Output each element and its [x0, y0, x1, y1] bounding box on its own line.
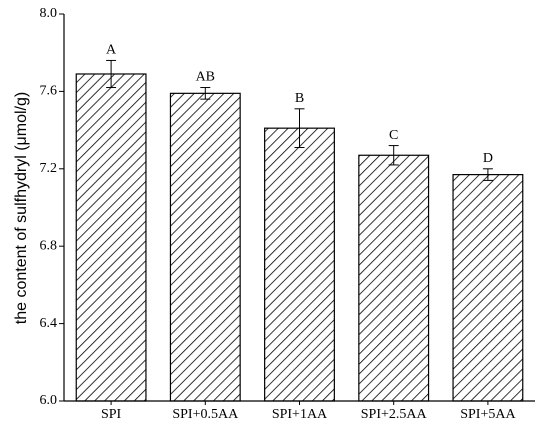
y-tick-label: 7.2 [40, 161, 58, 176]
x-tick-label: SPI+0.5AA [172, 407, 239, 422]
y-tick-label: 8.0 [40, 6, 58, 21]
annotation: D [483, 151, 493, 166]
bar [358, 154, 430, 402]
bar [169, 92, 241, 402]
x-tick-label: SPI+2.5AA [361, 407, 428, 422]
annotation: B [295, 91, 304, 106]
bar [75, 73, 147, 402]
bar [452, 174, 524, 402]
bar [264, 127, 335, 402]
y-tick-label: 6.8 [40, 238, 58, 253]
x-tick-label: SPI+1AA [272, 407, 328, 422]
annotation: C [389, 128, 398, 143]
y-tick-label: 6.0 [40, 393, 58, 408]
y-tick-label: 6.4 [40, 316, 58, 331]
annotation: A [106, 43, 117, 58]
annotation: AB [196, 70, 215, 85]
y-tick-label: 7.6 [40, 84, 58, 99]
x-tick-label: SPI [101, 407, 122, 422]
y-axis-label: the content of sulfhydryl (μmol/g) [13, 92, 30, 324]
x-tick-label: SPI+5AA [460, 407, 516, 422]
